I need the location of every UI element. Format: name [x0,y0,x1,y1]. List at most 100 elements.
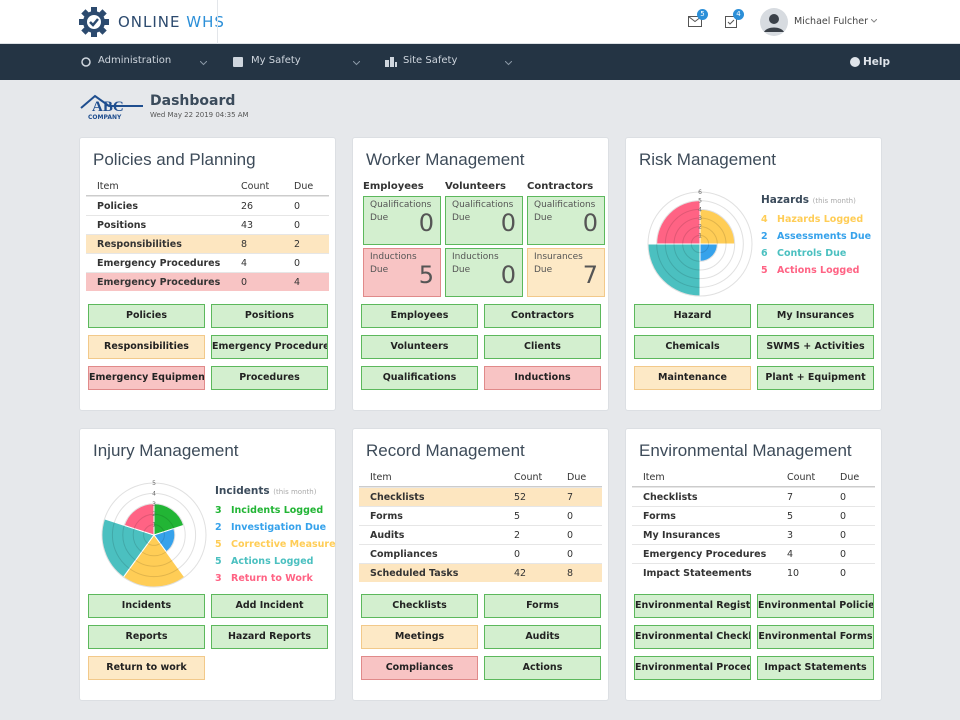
stat-card[interactable]: Qualifications Due 0 [527,196,605,245]
action-button[interactable]: Forms [484,594,601,618]
brand-logo [79,7,109,37]
action-button[interactable]: Emergency Equipment [88,366,205,390]
table-cell: 0 [294,220,301,231]
action-button[interactable]: Positions [211,304,328,328]
legend: Hazards (this month) 4 Hazards Logged 2 Asse… [761,194,871,282]
polar-wedge [101,518,155,578]
table-cell: Positions [97,220,147,231]
table-cell: Checklists [370,492,425,503]
action-button[interactable]: Environmental Checklist [634,625,751,649]
action-button[interactable]: Qualifications [361,366,478,390]
legend-item[interactable]: 2 Investigation Due [215,522,336,539]
table-row: Compliances 0 0 [359,544,602,563]
legend-item[interactable]: 2 Assessments Due [761,231,871,248]
chevron [353,61,360,66]
action-button[interactable]: Emergency Procedures [211,335,328,359]
stat-card[interactable]: Insurances Due 7 [527,248,605,297]
card-label: Insurances [534,252,583,262]
action-button[interactable]: Maintenance [634,366,751,390]
action-button[interactable]: Return to work [88,656,205,680]
legend-title: Hazards (this month) [761,194,871,206]
action-button[interactable]: Meetings [361,625,478,649]
action-button[interactable]: Volunteers [361,335,478,359]
legend-item[interactable]: 4 Hazards Logged [761,214,871,231]
action-button[interactable]: Audits [484,625,601,649]
help-link[interactable]: Help [863,56,891,68]
task-icon[interactable] [725,15,738,28]
column-header: Item [643,472,665,483]
table-cell: 7 [567,492,574,503]
grid-ring [664,208,736,280]
stat-card[interactable]: Qualifications Due 0 [363,196,441,245]
action-button[interactable]: Environmental Register [634,594,751,618]
table-cell: 0 [840,492,847,503]
legend-item[interactable]: 3 Incidents Logged [215,505,336,522]
user-name[interactable]: Michael Fulcher [794,16,869,27]
action-button[interactable]: My Insurances [757,304,874,328]
action-button[interactable]: Checklists [361,594,478,618]
table-cell: Emergency Procedures [97,258,221,269]
action-button[interactable]: Hazard [634,304,751,328]
r-tick-label: 3 [698,215,702,222]
card-value: 5 [418,261,434,289]
nav-icon [233,57,243,67]
legend-count: 3 [215,505,222,516]
table-cell: 0 [840,530,847,541]
stat-card[interactable]: Inductions Due 0 [445,248,523,297]
brand-main: ONLINE [118,13,181,31]
r-tick-label: 1 [698,232,702,239]
brand-accent: WHS [186,13,225,31]
legend-item[interactable]: 5 Actions Logged [215,556,336,573]
card-sub: Due [452,213,471,223]
table-cell: 42 [514,568,527,579]
action-button[interactable]: Incidents [88,594,205,618]
table-row: Scheduled Tasks 42 8 [359,563,602,582]
action-button[interactable]: Actions [484,656,601,680]
action-button[interactable]: Clients [484,335,601,359]
table-cell: Impact Stateements [643,568,752,579]
action-button[interactable]: Environmental Procedur [634,656,751,680]
action-button[interactable]: Policies [88,304,205,328]
legend-item[interactable]: 5 Corrective Measure [215,539,336,556]
table-cell: 8 [567,568,574,579]
action-button[interactable]: Impact Statements [757,656,874,680]
action-button[interactable]: Add Incident [211,594,328,618]
action-button[interactable]: Reports [88,625,205,649]
action-button[interactable]: Chemicals [634,335,751,359]
table-cell: 0 [567,511,574,522]
nav-item[interactable]: My Safety [251,55,301,66]
action-button[interactable]: Plant + Equipment [757,366,874,390]
action-button[interactable]: Responsibilities [88,335,205,359]
table-cell: 0 [294,258,301,269]
action-button[interactable]: Environmental Forms [757,625,874,649]
avatar[interactable] [760,8,788,36]
table-cell: Forms [370,511,403,522]
action-button[interactable]: SWMS + Activities [757,335,874,359]
nav-item[interactable]: Administration [98,55,172,66]
action-button[interactable]: Employees [361,304,478,328]
grid-ring [656,200,744,288]
stat-card[interactable]: Qualifications Due 0 [445,196,523,245]
action-button[interactable]: Hazard Reports [211,625,328,649]
action-button[interactable]: Compliances [361,656,478,680]
stat-card[interactable]: Inductions Due 5 [363,248,441,297]
table-header: Item Count Due [359,468,602,487]
r-tick-label: 3 [152,501,156,508]
nav-item[interactable]: Site Safety [403,55,458,66]
action-button[interactable]: Procedures [211,366,328,390]
legend-item[interactable]: 5 Actions Logged [761,265,871,282]
action-button[interactable]: Environmental Policies [757,594,874,618]
legend-label: Return to Work [231,573,313,584]
card-label: Inductions [452,252,499,262]
grid-ring [111,492,197,578]
legend-item[interactable]: 6 Controls Due [761,248,871,265]
table-cell: 5 [787,511,794,522]
column-header: Due [294,181,314,192]
action-button[interactable]: Contractors [484,304,601,328]
legend-item[interactable]: 3 Return to Work [215,573,336,590]
column-header: Count [514,472,543,483]
action-button[interactable]: Inductions [484,366,601,390]
company-logo-house [80,94,143,109]
table-cell: 0 [567,530,574,541]
r-tick-label: 5 [152,480,156,487]
